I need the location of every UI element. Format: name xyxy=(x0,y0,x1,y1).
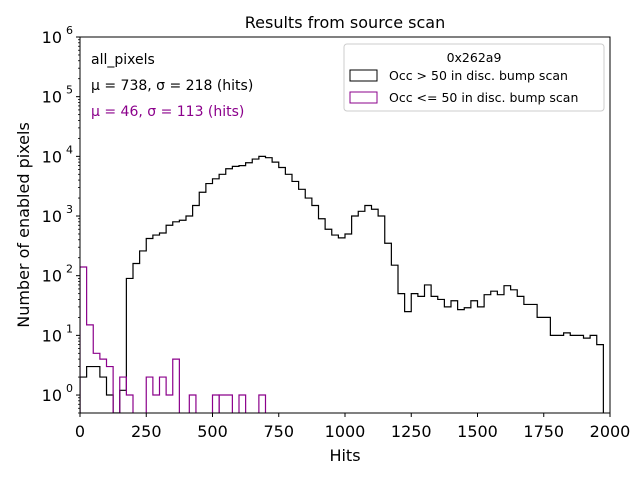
y-tick-label: 10 xyxy=(42,267,62,286)
y-tick-label: 10 xyxy=(42,207,62,226)
y-tick-label-exponent: 3 xyxy=(66,203,73,216)
x-tick-label: 750 xyxy=(263,422,294,441)
histogram-bin-low-occupancy xyxy=(238,394,247,413)
y-tick-label-exponent: 5 xyxy=(66,84,73,97)
x-tick-label: 250 xyxy=(131,422,162,441)
y-tick-label: 10 xyxy=(42,386,62,405)
x-tick-label: 2000 xyxy=(590,422,631,441)
histogram-series-high-occupancy xyxy=(80,155,610,413)
histogram-series xyxy=(80,155,610,413)
x-tick-label: 1250 xyxy=(391,422,432,441)
y-axis-label: Number of enabled pixels xyxy=(14,122,33,328)
y-tick-label-exponent: 0 xyxy=(66,382,73,395)
y-tick-label: 10 xyxy=(42,147,62,166)
x-tick-label: 1500 xyxy=(457,422,498,441)
legend-swatch-high xyxy=(349,69,378,82)
annotation-stats-main: μ = 738, σ = 218 (hits) xyxy=(91,78,253,94)
y-tick-label-exponent: 1 xyxy=(66,322,73,335)
legend-box xyxy=(343,43,605,112)
x-tick-label: 0 xyxy=(75,422,85,441)
x-tick-label: 500 xyxy=(197,422,228,441)
y-tick-label-exponent: 2 xyxy=(66,263,73,276)
histogram-bin-low-occupancy xyxy=(258,394,267,413)
x-tick-label: 1000 xyxy=(325,422,366,441)
chart-title: Results from source scan xyxy=(245,13,445,32)
y-tick-label: 10 xyxy=(42,28,62,47)
legend-swatch-low xyxy=(349,91,378,104)
y-tick-label: 10 xyxy=(42,326,62,345)
histogram-bin-low-occupancy xyxy=(218,394,233,413)
stats-annotations: all_pixels μ = 738, σ = 218 (hits) μ = 4… xyxy=(91,52,253,120)
annotation-all-pixels: all_pixels xyxy=(91,52,155,68)
legend-label-high: Occ > 50 in disc. bump scan xyxy=(389,68,568,83)
legend: 0x262a9 Occ > 50 in disc. bump scan Occ … xyxy=(343,43,605,112)
legend-label-low: Occ <= 50 in disc. bump scan xyxy=(389,90,578,105)
y-tick-label-exponent: 6 xyxy=(66,24,73,37)
y-tick-label: 10 xyxy=(42,88,62,107)
legend-title: 0x262a9 xyxy=(447,50,502,65)
y-tick-label-exponent: 4 xyxy=(66,143,73,156)
x-tick-label: 1750 xyxy=(523,422,564,441)
x-axis: 0 250 500 750 1000 1250 1500 1750 2000 xyxy=(75,413,630,441)
annotation-stats-low: μ = 46, σ = 113 (hits) xyxy=(91,104,244,120)
y-axis: 10 0 10 1 10 2 10 3 10 4 10 5 10 6 xyxy=(42,24,80,414)
x-axis-label: Hits xyxy=(329,446,360,465)
histogram-bin-low-occupancy xyxy=(188,394,197,413)
